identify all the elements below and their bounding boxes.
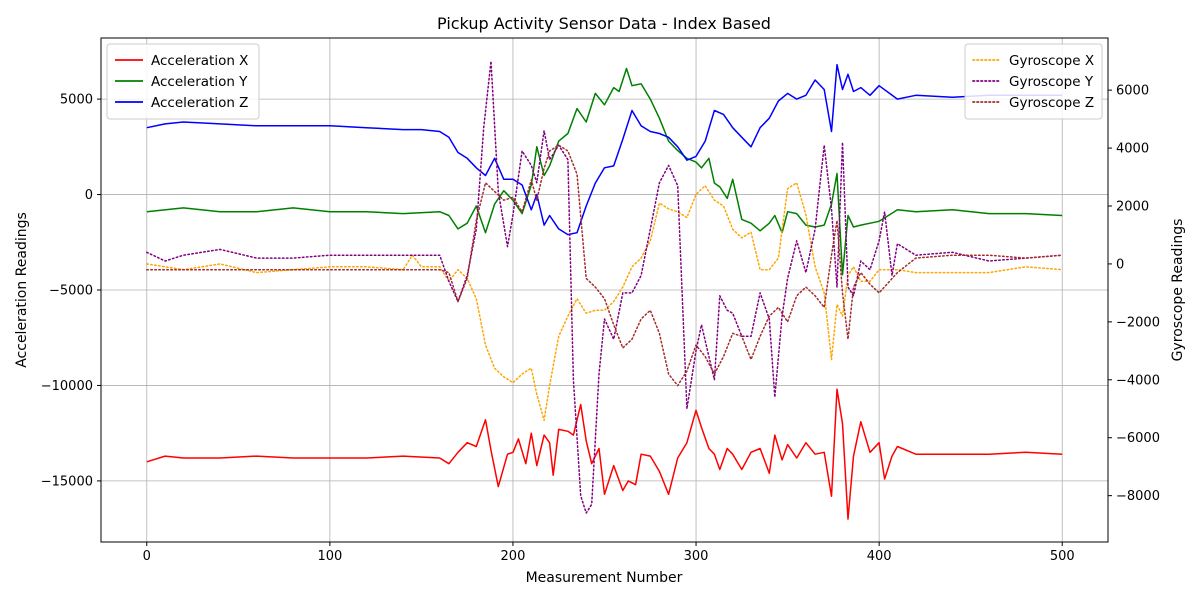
left-y-axis: 5000 0 −5000 −10000 −15000 [41,93,101,489]
right-y-tick-label: 2000 [1116,200,1149,215]
legend-box [106,43,260,120]
legend-acceleration: Acceleration X Acceleration Y Acceleration… [106,43,260,120]
acceleration-z-legend-label: Acceleration Z [151,95,248,111]
acceleration-y-line [146,67,1063,276]
acceleration-x-legend-label: Acceleration X [151,53,248,69]
gyroscope-x-legend-label: Gyroscope X [1009,53,1094,69]
acceleration-z-line [146,63,1063,236]
right-y-tick-label: 4000 [1116,142,1149,157]
left-y-tick-label: −15000 [41,474,93,489]
acceleration-series-group [146,63,1063,520]
left-y-tick-label: −10000 [41,379,93,394]
x-tick-label: 500 [1050,549,1075,564]
left-y-axis-label: Acceleration Readings [14,212,30,368]
gyroscope-z-line [146,144,1063,387]
gyroscope-x-line [146,182,1063,422]
grid-lines [101,38,1108,542]
x-axis-label: Measurement Number [526,570,683,586]
left-y-tick-label: 0 [85,188,93,203]
gyroscope-z-legend-label: Gyroscope Z [1009,95,1094,111]
right-y-tick-label: −2000 [1116,315,1160,330]
right-y-axis-label: Gyroscope Readings [1170,219,1186,362]
right-y-tick-label: −4000 [1116,373,1160,388]
acceleration-y-legend-label: Acceleration Y [151,74,248,90]
x-tick-label: 200 [501,549,526,564]
x-axis: 0 100 200 300 400 500 [143,542,1075,564]
acceleration-x-line [146,388,1063,520]
legend-gyroscope: Gyroscope X Gyroscope Y Gyroscope Z [964,43,1103,120]
left-y-tick-label: 5000 [60,93,93,108]
right-y-tick-label: −6000 [1116,431,1160,446]
right-y-axis: 6000 4000 2000 0 −2000 −4000 −6000 −8000 [1108,84,1160,504]
gyroscope-y-line [146,60,1063,514]
gyroscope-series-group [146,60,1063,514]
x-tick-label: 100 [317,549,342,564]
chart-title: Pickup Activity Sensor Data - Index Base… [437,14,771,33]
right-y-tick-label: 0 [1116,257,1124,272]
gyroscope-y-legend-label: Gyroscope Y [1009,74,1094,90]
left-y-tick-label: −5000 [49,284,93,299]
x-tick-label: 300 [684,549,709,564]
x-tick-label: 400 [867,549,892,564]
legend-box [964,43,1103,120]
x-tick-label: 0 [143,549,151,564]
right-y-tick-label: −8000 [1116,489,1160,504]
right-y-tick-label: 6000 [1116,84,1149,99]
